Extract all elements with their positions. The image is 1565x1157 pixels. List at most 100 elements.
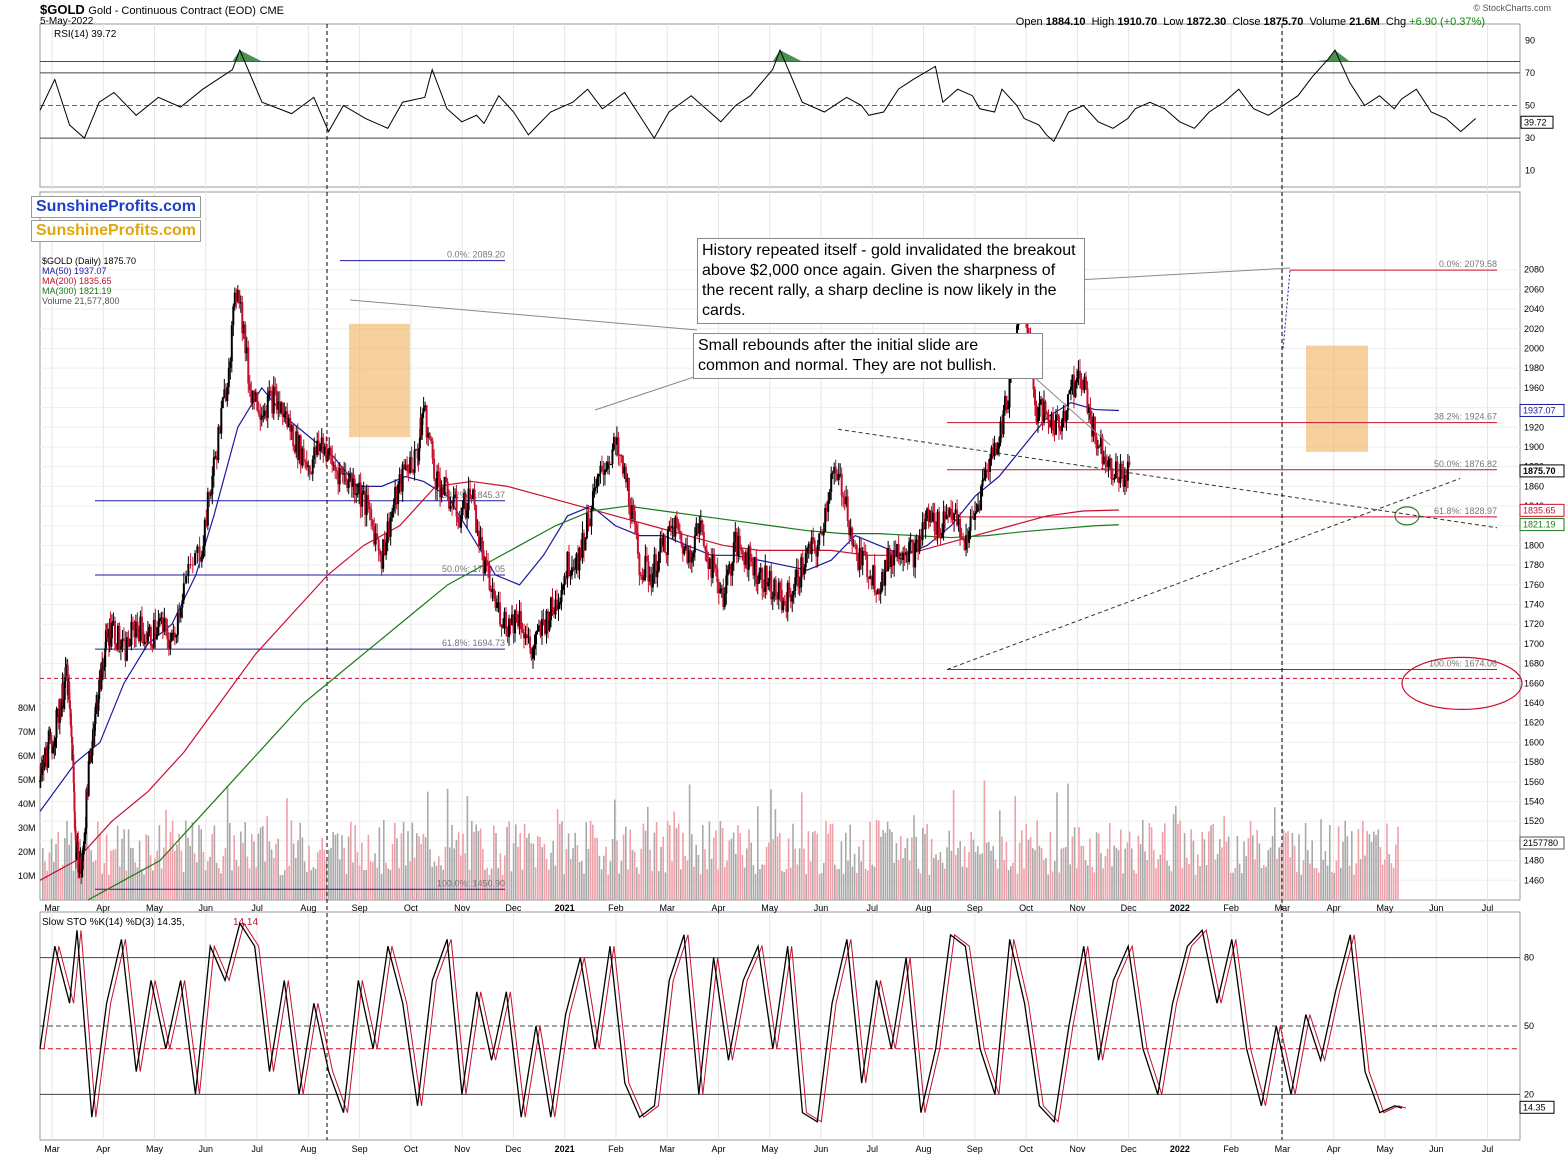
source-credit[interactable]: © StockCharts.com: [1473, 3, 1551, 13]
volume-bar: [1333, 872, 1335, 900]
candle-body: [73, 811, 76, 829]
volume-bar: [1155, 868, 1157, 900]
volume-bar: [343, 847, 345, 900]
x-tick-label: Nov: [1069, 903, 1086, 913]
candle-body: [606, 461, 609, 470]
candle-body: [68, 681, 71, 701]
candle-body: [116, 625, 119, 650]
annotation-connector: [1076, 267, 1291, 281]
candle-body: [570, 567, 573, 576]
candle-body: [602, 470, 605, 475]
volume-bar: [1252, 835, 1254, 900]
volume-bar: [618, 873, 620, 900]
candle-body: [238, 289, 241, 304]
candle-body: [788, 582, 791, 594]
volume-bar: [257, 833, 260, 900]
candle-body: [343, 473, 346, 475]
volume-bar: [138, 840, 141, 900]
candle-body: [564, 575, 567, 579]
volume-bar: [1379, 847, 1382, 900]
volume-bar: [1335, 860, 1338, 900]
volume-bar: [530, 843, 532, 900]
volume-bar: [1337, 826, 1340, 900]
x-tick-label: Jul: [867, 903, 879, 913]
volume-bar: [515, 824, 517, 900]
volume-bar: [563, 874, 565, 900]
volume-bar: [750, 842, 752, 900]
candle-body: [857, 554, 860, 570]
volume-bar: [385, 862, 387, 900]
candle-body: [178, 612, 181, 618]
volume-bar: [587, 848, 590, 900]
candle-body: [623, 466, 626, 474]
price-right-tag-text: 1937.07: [1523, 405, 1556, 415]
volume-bar: [873, 866, 876, 900]
candle-body: [1087, 407, 1090, 413]
volume-bar: [299, 822, 301, 900]
candle-body: [843, 497, 846, 505]
candle-body: [191, 564, 194, 566]
rsi-y-tick: 90: [1525, 35, 1535, 45]
candle-body: [638, 553, 641, 575]
volume-bar: [1027, 839, 1030, 900]
volume-bar: [671, 861, 673, 900]
x-tick-label: Jun: [199, 903, 214, 913]
volume-bar: [253, 841, 255, 900]
volume-bar: [1322, 859, 1324, 900]
candle-body: [578, 548, 581, 571]
volume-bar: [136, 867, 139, 900]
candle-body: [827, 500, 830, 512]
candle-body: [160, 617, 163, 619]
candle-body: [983, 478, 986, 480]
volume-bar: [633, 851, 636, 900]
candle-body: [885, 559, 888, 572]
volume-bar: [488, 874, 491, 900]
candle-body: [987, 470, 990, 472]
price-y-tick: 2020: [1524, 324, 1544, 334]
candle-body: [768, 570, 771, 583]
volume-bar: [1034, 850, 1036, 900]
candle-body: [635, 524, 638, 533]
volume-bar: [763, 864, 766, 900]
volume-bar: [988, 842, 990, 900]
candle-body: [834, 466, 837, 474]
candle-body: [839, 473, 842, 475]
candle-body: [609, 464, 612, 466]
candle-body: [325, 446, 328, 461]
candle-body: [272, 386, 275, 414]
candle-body: [876, 589, 879, 595]
volume-bar: [123, 829, 125, 900]
volume-bar: [1161, 832, 1164, 900]
volume-bar: [484, 869, 486, 900]
candle-body: [936, 511, 939, 535]
rsi-y-tick: 50: [1525, 101, 1535, 111]
volume-bar: [504, 855, 506, 900]
candle-body: [617, 437, 620, 456]
volume-bar: [1307, 850, 1309, 900]
candle-body: [560, 589, 563, 603]
candle-body: [205, 519, 208, 526]
volume-bar: [314, 868, 317, 900]
candle-body: [902, 552, 905, 561]
candle-body: [157, 621, 160, 634]
x-tick-label: 2021: [555, 1144, 575, 1154]
volume-bar: [1249, 820, 1252, 900]
candle-body: [819, 531, 822, 534]
candle-body: [62, 699, 65, 707]
candle-body: [271, 391, 274, 414]
candle-body: [1075, 377, 1078, 383]
x-tick-label: Jul: [867, 1144, 879, 1154]
x-tick-label: Dec: [505, 1144, 522, 1154]
candle-body: [650, 574, 653, 588]
volume-bar: [1373, 831, 1375, 900]
candle-body: [146, 632, 149, 643]
volume-bar: [1144, 851, 1146, 900]
volume-bar: [376, 867, 378, 900]
candle-body: [959, 518, 962, 538]
candle-body: [293, 446, 296, 453]
volume-bar: [675, 828, 678, 900]
candle-body: [962, 538, 965, 540]
volume-bar: [1146, 860, 1148, 900]
candle-body: [520, 611, 523, 630]
candle-body: [792, 591, 795, 596]
